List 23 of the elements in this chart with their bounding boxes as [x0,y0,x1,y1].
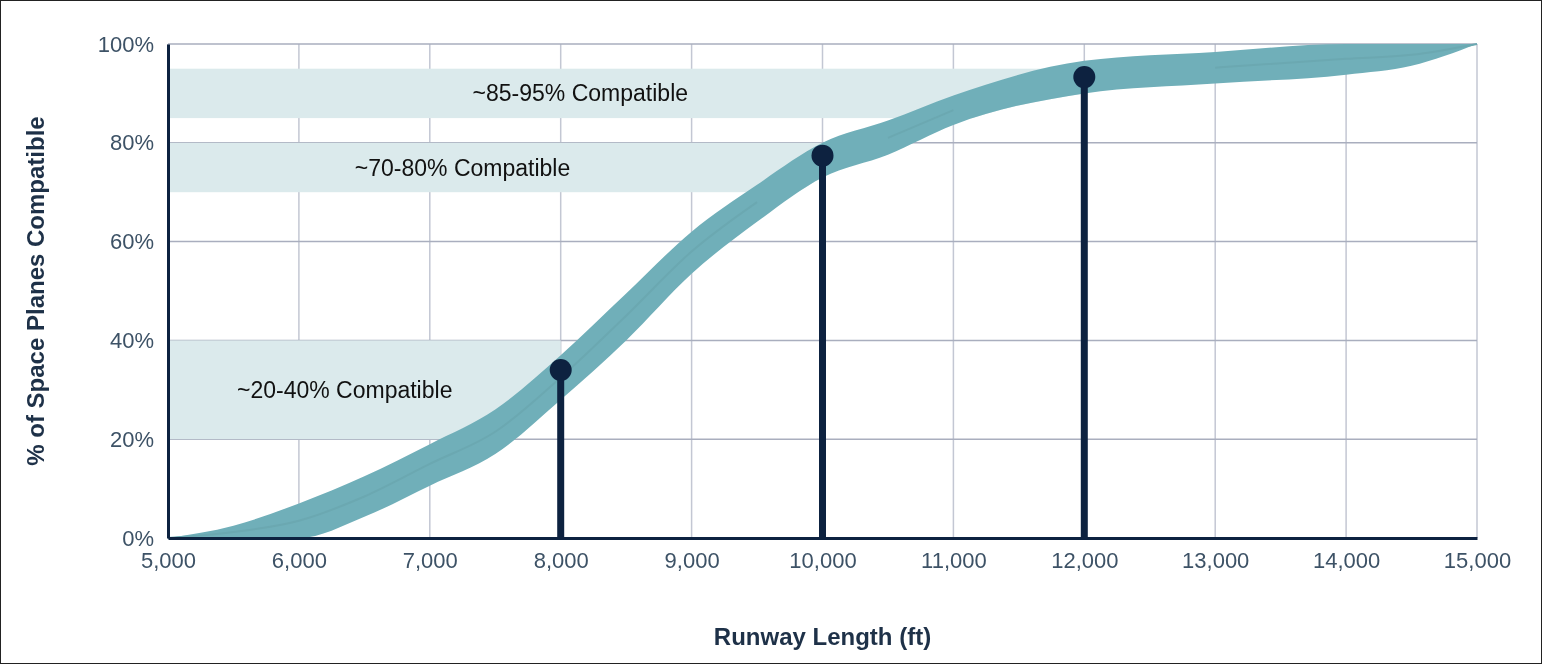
y-axis-title: % of Space Planes Compatible [22,116,49,466]
x-axis-title: Runway Length (ft) [713,623,932,650]
y-tick-label: 60% [109,229,154,255]
point [549,359,572,382]
x-tick-label: 9,000 [664,547,720,573]
y-tick-label: 100% [97,31,154,57]
x-tick-label: 6,000 [271,547,327,573]
y-tick-label: 40% [109,327,154,353]
x-tick-label: 15,000 [1443,547,1512,573]
y-tick-label: 20% [109,426,154,452]
y-tick-label: 80% [109,130,154,156]
x-tick-label: 13,000 [1182,547,1250,573]
x-tick-label: 7,000 [402,547,458,573]
point [1073,66,1096,89]
x-tick-label: 11,000 [921,547,987,573]
band-label: ~20-40% Compatible [237,376,453,403]
point [811,144,834,167]
x-tick-label: 8,000 [533,547,589,573]
x-tick-label: 14,000 [1312,547,1381,573]
x-tick-label: 12,000 [1051,547,1119,573]
band-label: ~85-95% Compatible [472,80,689,107]
band-label: ~70-80% Compatible [354,154,571,181]
x-tick-label: 10,000 [789,547,857,573]
